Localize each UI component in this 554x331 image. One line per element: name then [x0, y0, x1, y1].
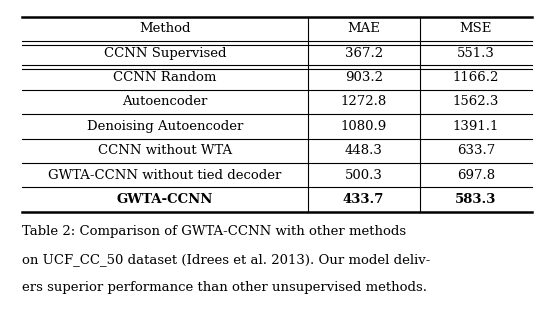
- Text: Table 2: Comparison of GWTA-CCNN with other methods: Table 2: Comparison of GWTA-CCNN with ot…: [22, 225, 406, 238]
- Text: 433.7: 433.7: [343, 193, 384, 206]
- Text: 1272.8: 1272.8: [341, 95, 387, 109]
- Text: 551.3: 551.3: [457, 47, 495, 60]
- Text: on UCF_CC_50 dataset (Idrees et al. 2013). Our model deliv-: on UCF_CC_50 dataset (Idrees et al. 2013…: [22, 253, 430, 266]
- Text: 500.3: 500.3: [345, 169, 383, 182]
- Text: 583.3: 583.3: [455, 193, 496, 206]
- Text: ers superior performance than other unsupervised methods.: ers superior performance than other unsu…: [22, 281, 427, 294]
- Text: CCNN without WTA: CCNN without WTA: [98, 144, 232, 157]
- Text: Method: Method: [139, 22, 191, 35]
- Text: CCNN Random: CCNN Random: [113, 71, 217, 84]
- Text: 1080.9: 1080.9: [341, 120, 387, 133]
- Text: MAE: MAE: [347, 22, 380, 35]
- Text: Denoising Autoencoder: Denoising Autoencoder: [86, 120, 243, 133]
- Text: 1391.1: 1391.1: [453, 120, 499, 133]
- Text: 903.2: 903.2: [345, 71, 383, 84]
- Text: 697.8: 697.8: [456, 169, 495, 182]
- Text: 633.7: 633.7: [456, 144, 495, 157]
- Text: 367.2: 367.2: [345, 47, 383, 60]
- Text: MSE: MSE: [460, 22, 492, 35]
- Text: CCNN Supervised: CCNN Supervised: [104, 47, 226, 60]
- Text: 448.3: 448.3: [345, 144, 383, 157]
- Text: 1166.2: 1166.2: [453, 71, 499, 84]
- Text: Autoencoder: Autoencoder: [122, 95, 208, 109]
- Text: GWTA-CCNN without tied decoder: GWTA-CCNN without tied decoder: [48, 169, 281, 182]
- Text: 1562.3: 1562.3: [453, 95, 499, 109]
- Text: GWTA-CCNN: GWTA-CCNN: [117, 193, 213, 206]
